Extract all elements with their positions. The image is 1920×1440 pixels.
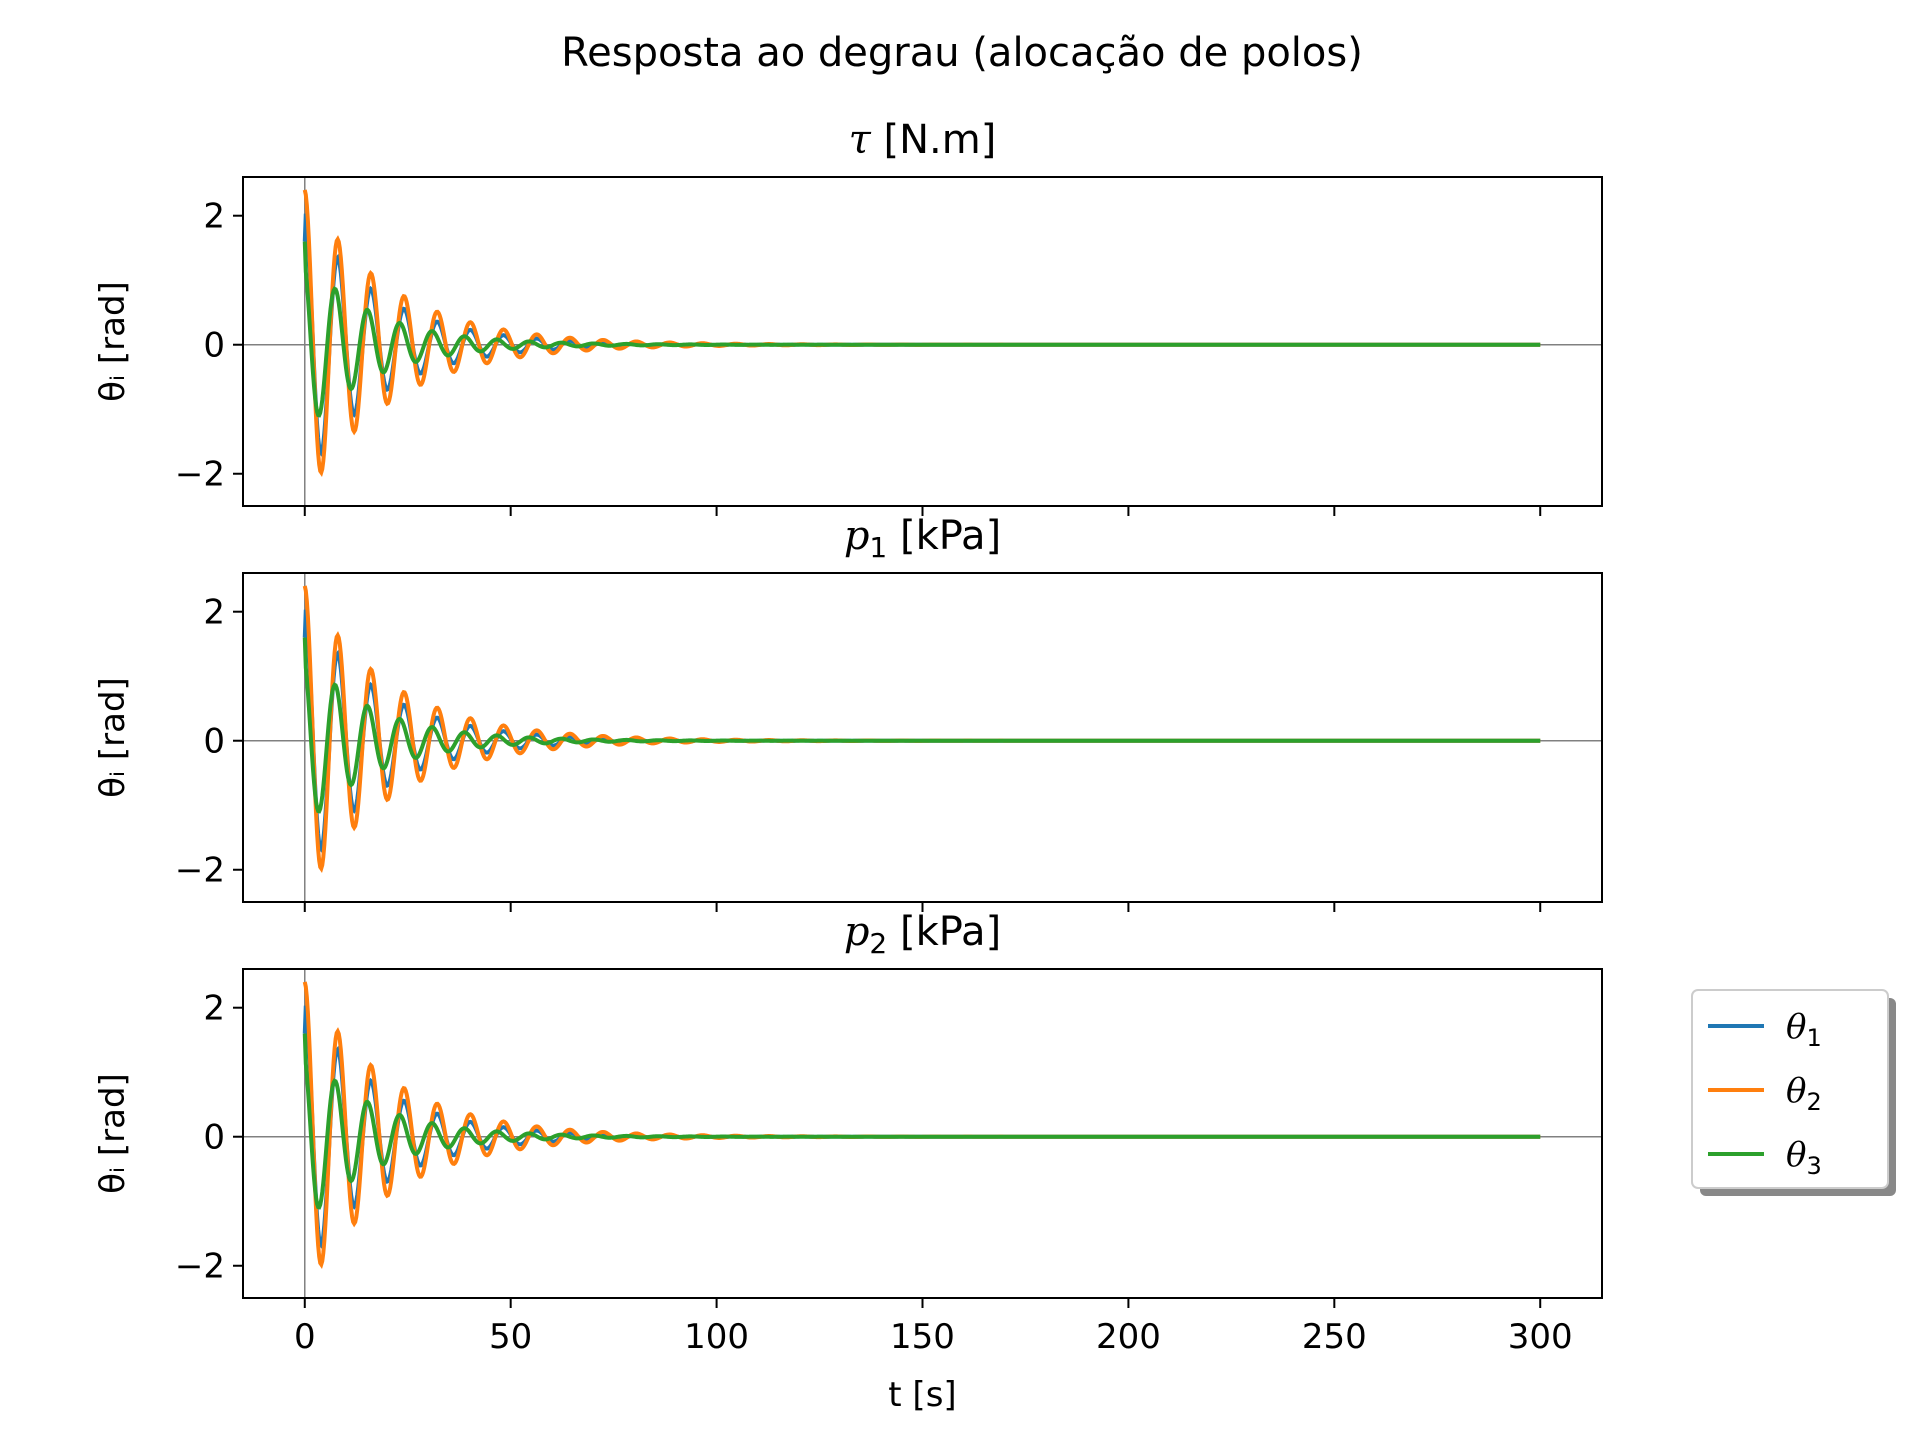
subplot-1: τ [N.m] −2 0 2 θᵢ [rad] [93,117,1603,516]
legend-subscript: 1 [1806,1024,1821,1052]
x-tick-label: 200 [1096,1317,1161,1357]
title-symbol: τ [849,117,872,163]
series-line-θ1 [302,609,1541,854]
series-line-θ2 [302,189,1541,477]
y-axis-label: θᵢ [rad] [93,281,133,402]
series-line-θ3 [302,1033,1541,1210]
legend-box [1691,989,1889,1189]
subplot-title: p1 [kPa] [844,513,1001,564]
y-tick-label: −2 [175,455,225,495]
series-line-θ2 [302,585,1541,873]
subplot-2: p1 [kPa] −2 0 2 θᵢ [rad] [93,513,1603,912]
title-subscript: 1 [869,531,887,564]
x-tick-label: 300 [1508,1317,1573,1357]
x-axis-label: t [s] [888,1375,956,1415]
y-tick-label: −2 [175,1247,225,1287]
y-axis-label: θᵢ [rad] [93,1073,133,1194]
title-unit: [kPa] [887,513,1001,559]
y-tick-label: 0 [203,326,225,366]
legend-subscript: 3 [1806,1152,1821,1180]
series-line-θ3 [302,241,1541,418]
x-tick-label: 250 [1302,1317,1367,1357]
title-unit: [N.m] [871,117,997,163]
y-tick-label: 2 [203,989,225,1029]
x-tick-label: 100 [684,1317,749,1357]
title-symbol: p [844,513,870,559]
series-line-θ1 [302,1005,1541,1250]
legend-label: θ3 [1786,1135,1822,1180]
y-tick-label: 2 [203,593,225,633]
legend-label: θ2 [1786,1071,1822,1116]
y-tick-label: −2 [175,851,225,891]
legend-symbol: θ [1786,1071,1806,1111]
legend-subscript: 2 [1806,1088,1821,1116]
legend-symbol: θ [1786,1007,1806,1047]
x-tick-label: 50 [489,1317,532,1357]
series-line-θ3 [302,637,1541,814]
x-tick-label: 150 [890,1317,955,1357]
title-symbol: p [844,909,870,955]
y-tick-label: 0 [203,722,225,762]
subplot-title: τ [N.m] [849,117,997,163]
title-unit: [kPa] [887,909,1001,955]
legend-symbol: θ [1786,1135,1806,1175]
series-line-θ1 [302,213,1541,458]
title-subscript: 2 [869,927,887,960]
legend-label: θ1 [1786,1007,1822,1052]
y-tick-label: 2 [203,197,225,237]
y-axis-label: θᵢ [rad] [93,677,133,798]
series-line-θ2 [302,981,1541,1269]
figure-suptitle: Resposta ao degrau (alocação de polos) [561,30,1363,76]
x-tick-label: 0 [294,1317,316,1357]
subplot-title: p2 [kPa] [844,909,1001,960]
y-tick-label: 0 [203,1118,225,1158]
